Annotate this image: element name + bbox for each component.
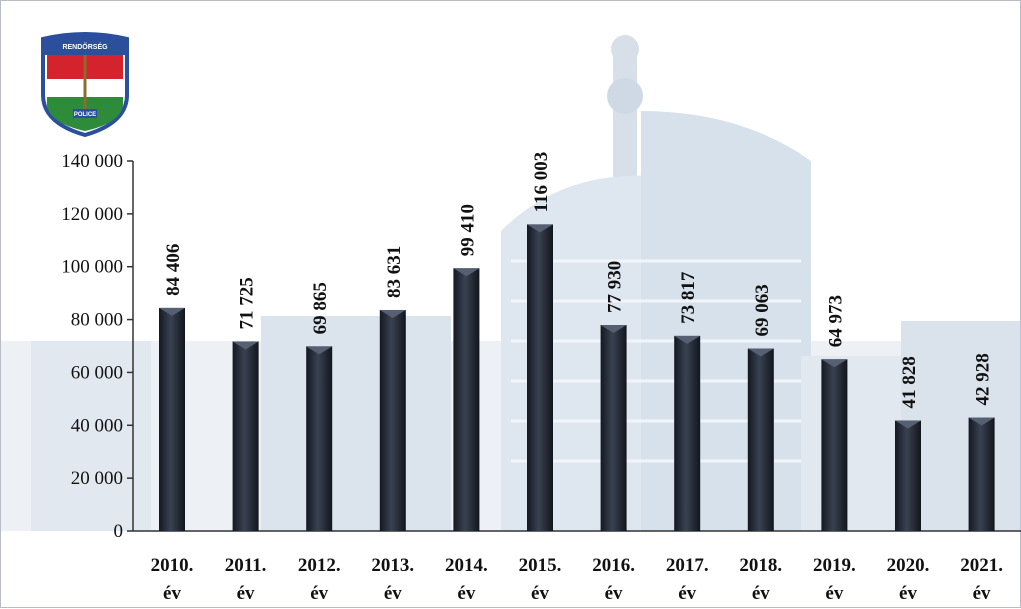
category-year-label: 2011.	[225, 555, 267, 576]
axes: 0 20 000 40 000 60 000 80 000 100 000 120 000 1…	[61, 151, 1021, 542]
bar	[159, 307, 185, 531]
category-labels: 2010. év 2011. év 2012. év 2013. év 2014. év 2015.…	[151, 555, 1003, 604]
category-year-label: 2018.	[739, 555, 782, 576]
category-unit-label: év	[752, 583, 770, 604]
category-unit-label: év	[605, 583, 623, 604]
bar-value-label: 77 930	[605, 261, 626, 313]
y-tick-label: 100 000	[61, 257, 123, 278]
bar-cap	[821, 359, 848, 368]
category-year-label: 2015.	[519, 555, 562, 576]
bar-value-labels: 84 406 71 725 69 865 83 631 99 410 116 003 77 …	[163, 152, 994, 409]
bar	[821, 359, 848, 531]
category-year-label: 2010.	[151, 555, 194, 576]
logo-bottom-text: POLICE	[74, 112, 96, 118]
y-tick-label: 80 000	[71, 310, 123, 331]
y-tick-label: 60 000	[71, 362, 123, 383]
category-unit-label: év	[384, 583, 402, 604]
bar-value-label: 69 063	[752, 284, 773, 336]
bar-value-label: 83 631	[384, 246, 405, 298]
bar-value-label: 42 928	[973, 353, 994, 405]
y-tick-label: 40 000	[71, 415, 123, 436]
category-unit-label: év	[310, 583, 328, 604]
bar-value-label: 116 003	[531, 152, 552, 213]
category-year-label: 2017.	[666, 555, 709, 576]
bar-value-label: 71 725	[237, 277, 258, 329]
y-tick-label: 120 000	[61, 204, 123, 225]
y-tick-label: 20 000	[71, 468, 123, 489]
category-year-label: 2012.	[298, 555, 341, 576]
bar-value-label: 73 817	[678, 271, 699, 324]
category-unit-label: év	[973, 583, 991, 604]
bars	[159, 224, 995, 531]
bar-cap	[968, 417, 995, 426]
bar-cap	[232, 341, 259, 350]
bar	[674, 335, 701, 531]
bar	[232, 341, 259, 531]
category-year-label: 2016.	[592, 555, 635, 576]
bar-cap	[747, 348, 774, 357]
bar-cap	[306, 346, 333, 355]
logo-top-text: RENDŐRSÉG	[62, 42, 108, 51]
category-unit-label: év	[531, 583, 549, 604]
bar-value-label: 64 973	[825, 295, 846, 347]
bar-cap	[159, 307, 185, 316]
category-year-label: 2021.	[960, 555, 1003, 576]
category-unit-label: év	[899, 583, 917, 604]
bar	[968, 417, 995, 531]
bar-value-label: 69 865	[310, 282, 331, 334]
bar-cap	[895, 420, 921, 429]
bar	[747, 348, 774, 531]
y-tick-label: 140 000	[61, 151, 123, 172]
bar-value-label: 41 828	[899, 356, 920, 408]
bar	[895, 420, 921, 531]
bar	[453, 268, 480, 531]
category-unit-label: év	[237, 583, 255, 604]
bar-cap	[527, 224, 553, 233]
category-unit-label: év	[163, 583, 181, 604]
category-unit-label: év	[825, 583, 843, 604]
bar-value-label: 84 406	[163, 244, 184, 296]
bar-cap	[600, 325, 627, 334]
category-year-label: 2013.	[371, 555, 414, 576]
bar-cap	[379, 309, 406, 318]
category-year-label: 2020.	[887, 555, 930, 576]
bar-cap	[453, 268, 480, 277]
bar	[306, 346, 333, 531]
police-badge-icon: RENDŐRSÉG POLICE	[41, 32, 129, 138]
bar	[527, 224, 553, 531]
y-tick-label: 0	[114, 521, 124, 542]
bar	[600, 325, 627, 531]
bar-value-label: 99 410	[457, 204, 478, 256]
category-year-label: 2014.	[445, 555, 488, 576]
city-background	[1, 35, 1021, 531]
bar-cap	[674, 335, 701, 344]
category-unit-label: év	[678, 583, 696, 604]
category-unit-label: év	[457, 583, 475, 604]
category-year-label: 2019.	[813, 555, 856, 576]
bar	[379, 309, 406, 531]
